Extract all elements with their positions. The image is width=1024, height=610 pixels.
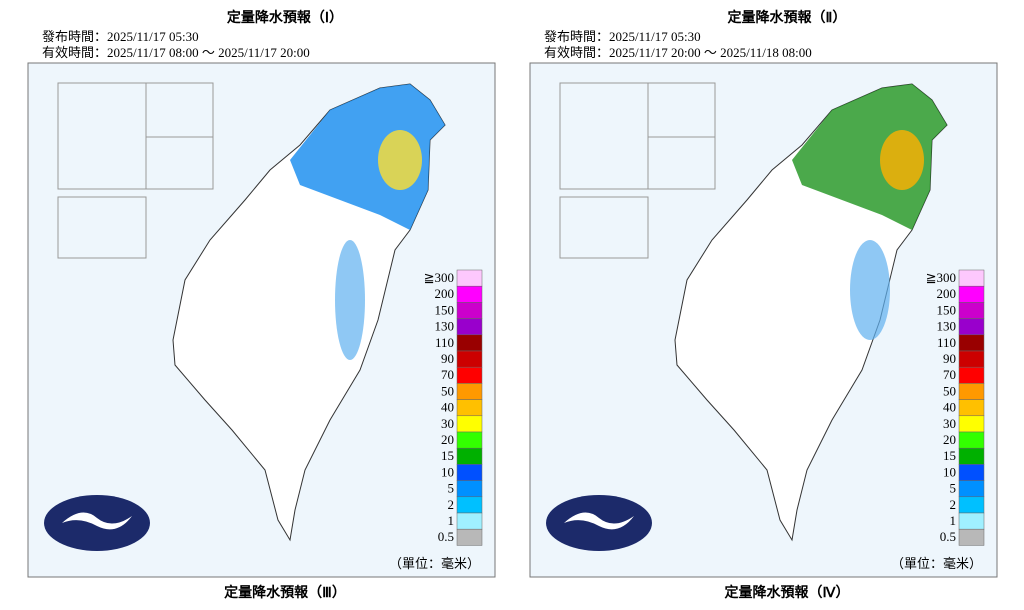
legend-swatch bbox=[958, 496, 985, 514]
rain-area bbox=[792, 84, 947, 230]
legend-swatch bbox=[456, 383, 483, 400]
unit-label: （單位：毫米） bbox=[891, 556, 982, 571]
legend-label: 200 bbox=[435, 286, 455, 301]
legend-swatch bbox=[958, 528, 985, 546]
legend-swatch bbox=[456, 302, 483, 319]
inset-box bbox=[145, 136, 214, 190]
legend-label: 150 bbox=[937, 302, 957, 317]
valid-time: 有效時間：2025/11/17 20:00 ～ 2025/11/18 08:00 bbox=[544, 45, 812, 60]
legend-label: 40 bbox=[441, 400, 454, 415]
inset-box bbox=[559, 196, 649, 259]
legend-label: 50 bbox=[943, 383, 956, 398]
legend-label: 30 bbox=[943, 416, 956, 431]
legend-label: 2 bbox=[950, 497, 957, 512]
legend-swatch bbox=[958, 431, 985, 449]
legend-swatch bbox=[456, 399, 483, 417]
issue-time: 發布時間：2025/11/17 05:30 bbox=[544, 29, 701, 44]
legend-label: 90 bbox=[943, 351, 956, 366]
legend-swatch bbox=[958, 383, 985, 400]
logo-cloud bbox=[564, 512, 634, 530]
panel-title: 定量降水預報（Ⅳ） bbox=[725, 584, 850, 601]
legend-swatch bbox=[456, 480, 483, 498]
legend-swatch bbox=[456, 447, 483, 465]
legend-label: 2 bbox=[448, 497, 455, 512]
legend-swatch bbox=[958, 350, 985, 368]
legend-swatch bbox=[456, 415, 483, 433]
panel-title: 定量降水預報（Ⅱ） bbox=[728, 9, 847, 26]
rain-east bbox=[335, 240, 365, 360]
legend-swatch bbox=[456, 528, 483, 546]
rain-core bbox=[378, 130, 422, 190]
legend-swatch bbox=[958, 302, 985, 319]
legend-label: 70 bbox=[441, 367, 454, 382]
legend-swatch bbox=[456, 431, 483, 449]
legend-swatch bbox=[456, 269, 483, 287]
legend-label: 110 bbox=[435, 335, 454, 350]
legend-label: 150 bbox=[435, 302, 455, 317]
rain-area bbox=[290, 84, 445, 230]
inset-box bbox=[647, 136, 716, 190]
legend-label: 110 bbox=[937, 335, 956, 350]
valid-time: 有效時間：2025/11/17 08:00 ～ 2025/11/17 20:00 bbox=[42, 45, 310, 60]
legend-label: ≧300 bbox=[424, 270, 454, 285]
legend-label: 15 bbox=[441, 448, 454, 463]
legend-swatch bbox=[958, 464, 985, 481]
legend-label: 70 bbox=[943, 367, 956, 382]
logo-cloud bbox=[62, 512, 132, 530]
legend-swatch bbox=[456, 512, 483, 530]
legend-label: ≧300 bbox=[926, 270, 956, 285]
panel-title: 定量降水預報（Ⅲ） bbox=[224, 584, 346, 601]
unit-label: （單位：毫米） bbox=[389, 556, 480, 571]
rain-core bbox=[880, 130, 924, 190]
legend-swatch bbox=[958, 480, 985, 498]
legend-swatch bbox=[456, 334, 483, 352]
legend-label: 20 bbox=[943, 432, 956, 447]
legend-swatch bbox=[958, 415, 985, 433]
legend-label: 0.5 bbox=[940, 529, 956, 544]
legend-label: 20 bbox=[441, 432, 454, 447]
issue-time: 發布時間：2025/11/17 05:30 bbox=[42, 29, 199, 44]
legend-swatch bbox=[456, 464, 483, 481]
inset-box bbox=[57, 196, 147, 259]
legend-swatch bbox=[958, 366, 985, 384]
legend-label: 200 bbox=[937, 286, 957, 301]
legend-swatch bbox=[456, 285, 483, 303]
legend-swatch bbox=[958, 512, 985, 530]
legend-label: 1 bbox=[448, 513, 455, 528]
legend-label: 5 bbox=[448, 481, 455, 496]
legend-label: 0.5 bbox=[438, 529, 454, 544]
legend-label: 1 bbox=[950, 513, 957, 528]
rain-east bbox=[850, 240, 890, 340]
legend-label: 40 bbox=[943, 400, 956, 415]
legend-swatch bbox=[456, 366, 483, 384]
legend-label: 10 bbox=[943, 464, 956, 479]
legend-swatch bbox=[456, 350, 483, 368]
legend-label: 5 bbox=[950, 481, 957, 496]
legend-swatch bbox=[456, 318, 483, 336]
legend-label: 50 bbox=[441, 383, 454, 398]
legend-label: 130 bbox=[435, 319, 455, 334]
legend-label: 30 bbox=[441, 416, 454, 431]
legend-swatch bbox=[958, 269, 985, 287]
legend-label: 90 bbox=[441, 351, 454, 366]
legend-swatch bbox=[958, 318, 985, 336]
legend-label: 15 bbox=[943, 448, 956, 463]
panel-title: 定量降水預報（Ⅰ） bbox=[227, 9, 343, 26]
legend-swatch bbox=[958, 399, 985, 417]
legend-swatch bbox=[958, 285, 985, 303]
legend-label: 10 bbox=[441, 464, 454, 479]
legend-swatch bbox=[456, 496, 483, 514]
legend-swatch bbox=[958, 447, 985, 465]
legend-swatch bbox=[958, 334, 985, 352]
legend-label: 130 bbox=[937, 319, 957, 334]
